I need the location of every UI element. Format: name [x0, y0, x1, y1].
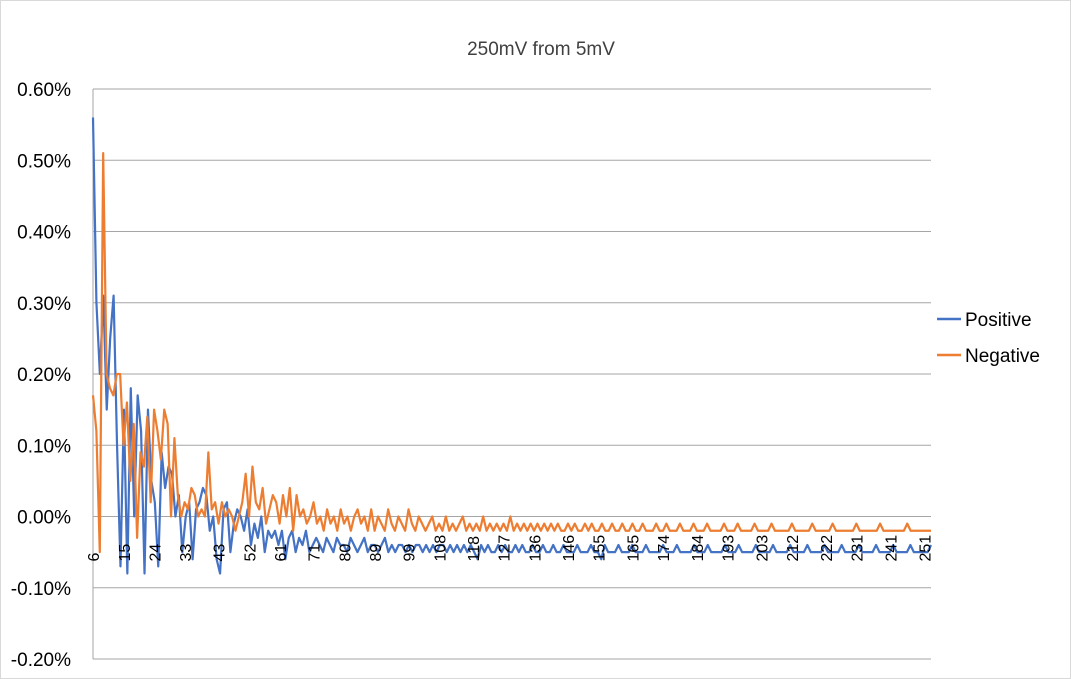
x-tick-label: 136 [527, 535, 544, 562]
x-tick-label: 231 [850, 535, 867, 562]
legend: Positive Negative [937, 310, 1040, 367]
x-tick-label: 203 [755, 535, 772, 562]
y-tick-label: 0.20% [17, 365, 71, 386]
x-tick-label: 222 [819, 535, 836, 562]
series-lines [91, 117, 932, 575]
series-line-negative [91, 152, 931, 554]
gridlines [93, 88, 931, 660]
legend-label-negative: Negative [965, 346, 1040, 367]
legend-label-positive: Positive [965, 310, 1032, 331]
x-tick-label: 43 [212, 544, 229, 562]
x-tick-label: 108 [432, 535, 449, 562]
x-tick-label: 99 [402, 544, 419, 562]
x-axis-tick-labels: 6 15 24 33 43 52 61 71 80 89 99 108 118 127 136 146 155 1… [86, 535, 934, 562]
y-axis-tick-labels: -0.20% -0.10% 0.00% 0.10% 0.20% 0.30% 0.40% 0.5… [11, 80, 71, 671]
x-tick-label: 193 [721, 535, 738, 562]
y-tick-label: 0.10% [17, 436, 71, 457]
x-tick-label: 174 [656, 535, 673, 562]
x-tick-label: 241 [884, 535, 901, 562]
x-tick-label: 33 [178, 544, 195, 562]
y-tick-label: -0.10% [11, 579, 71, 600]
y-tick-label: 0.00% [17, 508, 71, 529]
x-tick-label: 6 [86, 553, 103, 562]
x-tick-label: 212 [785, 535, 802, 562]
x-tick-label: 184 [690, 535, 707, 562]
x-tick-label: 71 [307, 544, 324, 562]
series-line-positive [91, 117, 932, 575]
x-tick-label: 24 [147, 544, 164, 562]
x-tick-label: 146 [561, 535, 578, 562]
x-tick-label: 165 [626, 535, 643, 562]
x-tick-label: 15 [117, 544, 134, 562]
y-tick-label: 0.50% [17, 151, 71, 172]
x-tick-label: 89 [368, 544, 385, 562]
y-tick-label: -0.20% [11, 650, 71, 671]
y-tick-label: 0.60% [17, 80, 71, 101]
y-tick-label: 0.30% [17, 294, 71, 315]
x-tick-label: 155 [592, 535, 609, 562]
x-tick-label: 118 [466, 536, 483, 562]
x-tick-label: 52 [242, 544, 259, 562]
x-tick-label: 80 [337, 544, 354, 562]
y-tick-label: 0.40% [17, 223, 71, 244]
chart-title: 250mV from 5mV [467, 39, 615, 60]
x-tick-label: 127 [497, 535, 514, 562]
x-tick-label: 61 [273, 544, 290, 562]
x-tick-label: 251 [917, 535, 934, 562]
